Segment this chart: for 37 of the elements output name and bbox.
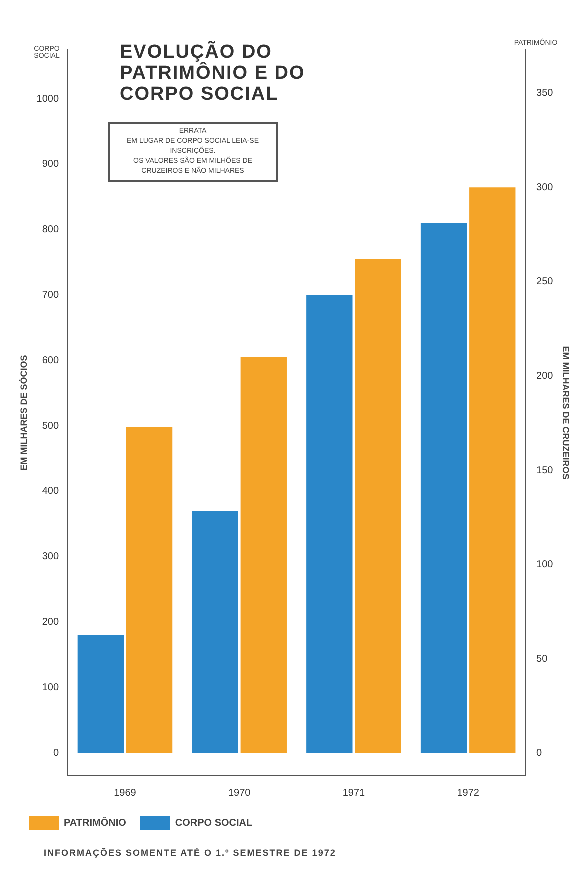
y-tick-label: 800 xyxy=(42,224,60,236)
bar xyxy=(470,188,516,754)
bar xyxy=(420,223,468,754)
y-axis-title: EM MILHARES DE SÓCIOS xyxy=(18,355,29,471)
y-tick-label: 1000 xyxy=(36,94,60,105)
y-tick-label: 900 xyxy=(42,159,60,170)
bar xyxy=(126,427,173,754)
y-tick-label: 300 xyxy=(42,552,60,563)
y2-axis-title: EM MILHARES DE CRUZEIROS xyxy=(561,346,572,480)
y2-tick-label: 250 xyxy=(536,276,554,288)
x-tick-label: 1969 xyxy=(114,788,137,799)
bar xyxy=(240,357,287,754)
y2-tick-label: 50 xyxy=(536,654,548,665)
x-tick-label: 1972 xyxy=(457,788,480,799)
legend-label: CORPO SOCIAL xyxy=(175,818,253,829)
text: INFORMAÇÕES SOMENTE ATÉ O 1.º SEMESTRE DE 1972 xyxy=(44,848,336,858)
y2-tick-label: 300 xyxy=(536,182,554,194)
y2-tick-label: 150 xyxy=(536,465,554,476)
x-tick-label: 1970 xyxy=(228,788,252,799)
text: EVOLUÇÃO DO PATRIMÔNIO E DO CORPO SOCIAL xyxy=(120,42,306,105)
y2-tick-label: 200 xyxy=(536,370,554,382)
x-tick-label: 1971 xyxy=(342,788,366,799)
bar xyxy=(306,295,353,754)
y2-tick-label: 0 xyxy=(536,748,543,760)
bar xyxy=(192,511,238,754)
bar xyxy=(78,635,124,754)
y2-tick-label: 350 xyxy=(536,88,554,100)
y-tick-label: 600 xyxy=(42,355,60,366)
y2-tick-label: 100 xyxy=(536,560,554,571)
bar xyxy=(355,259,402,754)
y-tick-label: 100 xyxy=(42,682,60,694)
y-tick-label: 200 xyxy=(42,617,60,628)
y-tick-label: 500 xyxy=(42,420,60,432)
y-tick-label: 400 xyxy=(42,486,60,498)
y-tick-label: 0 xyxy=(53,748,60,759)
legend-label: PATRIMÔNIO xyxy=(64,816,127,829)
y-tick-label: 700 xyxy=(42,290,60,302)
